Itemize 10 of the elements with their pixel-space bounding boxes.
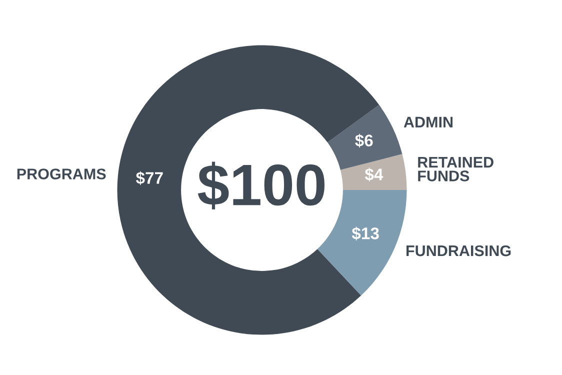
- data-label: $77: [136, 171, 163, 185]
- slice-label: PROGRAMS: [17, 168, 106, 180]
- data-label: $4: [364, 168, 384, 182]
- slice-label: ADMIN: [404, 116, 453, 128]
- data-label: $6: [355, 134, 373, 148]
- donut-slice: [340, 154, 407, 190]
- slice-label: RETAINED FUNDS: [418, 157, 494, 182]
- slice-label: FUNDRAISING: [406, 245, 511, 256]
- data-label: $13: [352, 226, 379, 240]
- text: $100: [198, 162, 324, 210]
